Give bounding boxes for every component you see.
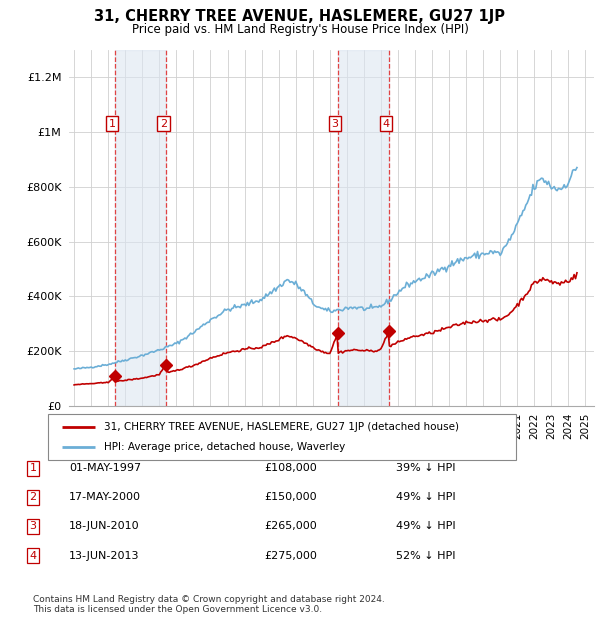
Text: 31, CHERRY TREE AVENUE, HASLEMERE, GU27 1JP (detached house): 31, CHERRY TREE AVENUE, HASLEMERE, GU27 … xyxy=(104,422,459,432)
Text: £265,000: £265,000 xyxy=(264,521,317,531)
Bar xyxy=(338,50,389,406)
Text: 01-MAY-1997: 01-MAY-1997 xyxy=(69,463,141,473)
Text: Contains HM Land Registry data © Crown copyright and database right 2024.: Contains HM Land Registry data © Crown c… xyxy=(33,595,385,604)
Text: HPI: Average price, detached house, Waverley: HPI: Average price, detached house, Wave… xyxy=(104,443,346,453)
Text: 4: 4 xyxy=(29,551,37,560)
Text: 2: 2 xyxy=(29,492,37,502)
Text: 4: 4 xyxy=(382,118,389,128)
Text: 49% ↓ HPI: 49% ↓ HPI xyxy=(396,521,455,531)
Text: 39% ↓ HPI: 39% ↓ HPI xyxy=(396,463,455,473)
Text: £150,000: £150,000 xyxy=(264,492,317,502)
Text: 2: 2 xyxy=(160,118,167,128)
Text: 3: 3 xyxy=(29,521,37,531)
Text: 3: 3 xyxy=(332,118,338,128)
Text: 18-JUN-2010: 18-JUN-2010 xyxy=(69,521,140,531)
Text: £275,000: £275,000 xyxy=(264,551,317,560)
FancyBboxPatch shape xyxy=(48,414,516,460)
Text: Price paid vs. HM Land Registry's House Price Index (HPI): Price paid vs. HM Land Registry's House … xyxy=(131,23,469,36)
Text: 1: 1 xyxy=(29,463,37,473)
Text: 1: 1 xyxy=(109,118,115,128)
Text: 13-JUN-2013: 13-JUN-2013 xyxy=(69,551,139,560)
Text: 49% ↓ HPI: 49% ↓ HPI xyxy=(396,492,455,502)
Text: This data is licensed under the Open Government Licence v3.0.: This data is licensed under the Open Gov… xyxy=(33,605,322,614)
Text: 52% ↓ HPI: 52% ↓ HPI xyxy=(396,551,455,560)
Bar xyxy=(583,50,594,406)
Text: 17-MAY-2000: 17-MAY-2000 xyxy=(69,492,141,502)
Text: £108,000: £108,000 xyxy=(264,463,317,473)
Text: 31, CHERRY TREE AVENUE, HASLEMERE, GU27 1JP: 31, CHERRY TREE AVENUE, HASLEMERE, GU27 … xyxy=(95,9,505,24)
Bar xyxy=(115,50,166,406)
